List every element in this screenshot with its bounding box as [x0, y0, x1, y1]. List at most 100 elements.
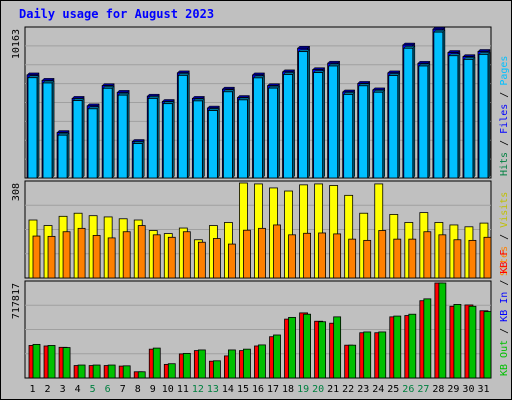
x-tick-label: 1 — [30, 384, 36, 395]
bar-kb-out-26 — [408, 313, 417, 379]
bar-pages-6 — [102, 85, 115, 179]
x-tick-label: 26 — [402, 384, 414, 395]
bar-kb-out-21 — [333, 316, 342, 379]
x-tick-label: 24 — [372, 384, 384, 395]
x-tick-label: 23 — [357, 384, 369, 395]
side-legend-top: Hits / Files / Pages — [499, 56, 510, 176]
panel-bottom: 717817 KB Out / KB In / KB F — [11, 250, 510, 379]
bar-kb-out-10 — [167, 363, 176, 379]
bar-pages-23 — [358, 83, 371, 179]
bar-pages-30 — [463, 56, 476, 179]
bar-kb-out-15 — [243, 348, 251, 379]
y-max-label-middle: 308 — [11, 183, 22, 201]
bar-pages-2 — [42, 80, 55, 179]
bar-pages-27 — [418, 63, 431, 179]
bar-pages-3 — [57, 132, 70, 179]
x-tick-label: 19 — [297, 384, 309, 395]
bar-pages-9 — [147, 95, 160, 179]
bar-sites-30 — [468, 239, 477, 279]
bar-pages-29 — [448, 53, 461, 179]
bar-pages-20 — [313, 69, 326, 179]
bar-kb-out-6 — [107, 364, 116, 379]
x-tick-label: 7 — [120, 384, 126, 395]
x-tick-label: 3 — [60, 384, 66, 395]
x-tick-label: 13 — [207, 384, 219, 395]
bar-kb-out-14 — [228, 349, 236, 379]
legend-separator: / — [499, 322, 510, 340]
x-tick-label: 18 — [282, 384, 294, 395]
x-tick-label: 14 — [222, 384, 234, 395]
bar-sites-16 — [258, 227, 266, 279]
bar-pages-11 — [177, 72, 190, 179]
legend-visits: Visits — [499, 192, 510, 228]
x-tick-label: 9 — [150, 384, 156, 395]
bar-sites-18 — [288, 234, 296, 279]
bar-kb-out-13 — [212, 360, 221, 379]
bar-pages-26 — [403, 45, 416, 179]
legend-separator: / — [499, 86, 510, 104]
bar-sites-21 — [333, 233, 342, 279]
bar-sites-27 — [423, 231, 432, 279]
y-max-label-top: 10163 — [11, 29, 22, 59]
bar-pages-28 — [433, 29, 446, 179]
bar-kb-out-31 — [483, 311, 492, 379]
panel-middle: 308 Sites / Visits — [11, 180, 510, 279]
bar-pages-31 — [478, 51, 491, 179]
bar-kb-out-4 — [77, 364, 86, 379]
legend-separator: / — [499, 274, 510, 292]
x-tick-label: 27 — [417, 384, 429, 395]
bar-pages-7 — [117, 92, 130, 179]
bar-pages-15 — [237, 97, 251, 179]
y-max-label-bottom: 717817 — [11, 283, 22, 319]
bar-sites-17 — [273, 224, 281, 279]
bar-sites-7 — [122, 231, 131, 279]
bar-kb-out-27 — [423, 298, 432, 379]
bar-sites-10 — [167, 236, 176, 279]
x-tick-label: 17 — [267, 384, 279, 395]
x-tick-label: 21 — [327, 384, 339, 395]
legend-pages: Pages — [499, 56, 510, 86]
legend-kb-in: KB In — [499, 292, 510, 322]
bar-sites-1 — [32, 235, 41, 279]
x-tick-label: 28 — [432, 384, 444, 395]
bar-pages-24 — [373, 89, 386, 179]
legend-kb-out: KB Out — [499, 340, 510, 376]
bar-pages-25 — [388, 72, 401, 179]
bar-pages-8 — [132, 140, 145, 179]
bar-kb-out-17 — [273, 334, 281, 379]
bar-pages-12 — [192, 98, 205, 179]
bar-sites-12 — [197, 241, 206, 279]
bar-sites-23 — [363, 239, 372, 279]
bar-kb-out-8 — [137, 371, 146, 379]
bar-kb-out-25 — [393, 315, 402, 379]
bar-sites-9 — [152, 234, 161, 279]
bar-kb-out-19 — [303, 313, 311, 379]
bar-sites-5 — [92, 235, 101, 279]
bar-pages-18 — [282, 71, 296, 179]
bar-kb-out-5 — [92, 364, 101, 379]
bar-kb-out-24 — [378, 331, 387, 379]
bar-sites-3 — [62, 231, 71, 279]
x-tick-label: 22 — [342, 384, 354, 395]
legend-kb-f: KB F — [499, 250, 510, 274]
x-tick-label: 2 — [45, 384, 51, 395]
bar-pages-1 — [27, 75, 40, 179]
x-tick-label: 15 — [237, 384, 249, 395]
x-tick-label: 31 — [477, 384, 489, 395]
bar-kb-out-12 — [197, 349, 206, 379]
x-tick-label: 4 — [75, 384, 81, 395]
side-legend-middle: Sites / Visits — [499, 192, 510, 276]
bar-sites-22 — [348, 238, 357, 279]
bar-sites-4 — [77, 227, 86, 279]
bar-sites-29 — [453, 239, 462, 279]
bar-kb-out-7 — [122, 365, 131, 379]
x-tick-label: 30 — [462, 384, 474, 395]
bar-kb-out-18 — [288, 316, 296, 379]
bar-pages-17 — [267, 85, 281, 179]
bar-pages-19 — [297, 49, 311, 179]
legend-separator: / — [499, 228, 510, 246]
bar-kb-out-11 — [182, 352, 191, 379]
bar-sites-6 — [107, 237, 116, 279]
bar-kb-out-2 — [47, 345, 56, 379]
